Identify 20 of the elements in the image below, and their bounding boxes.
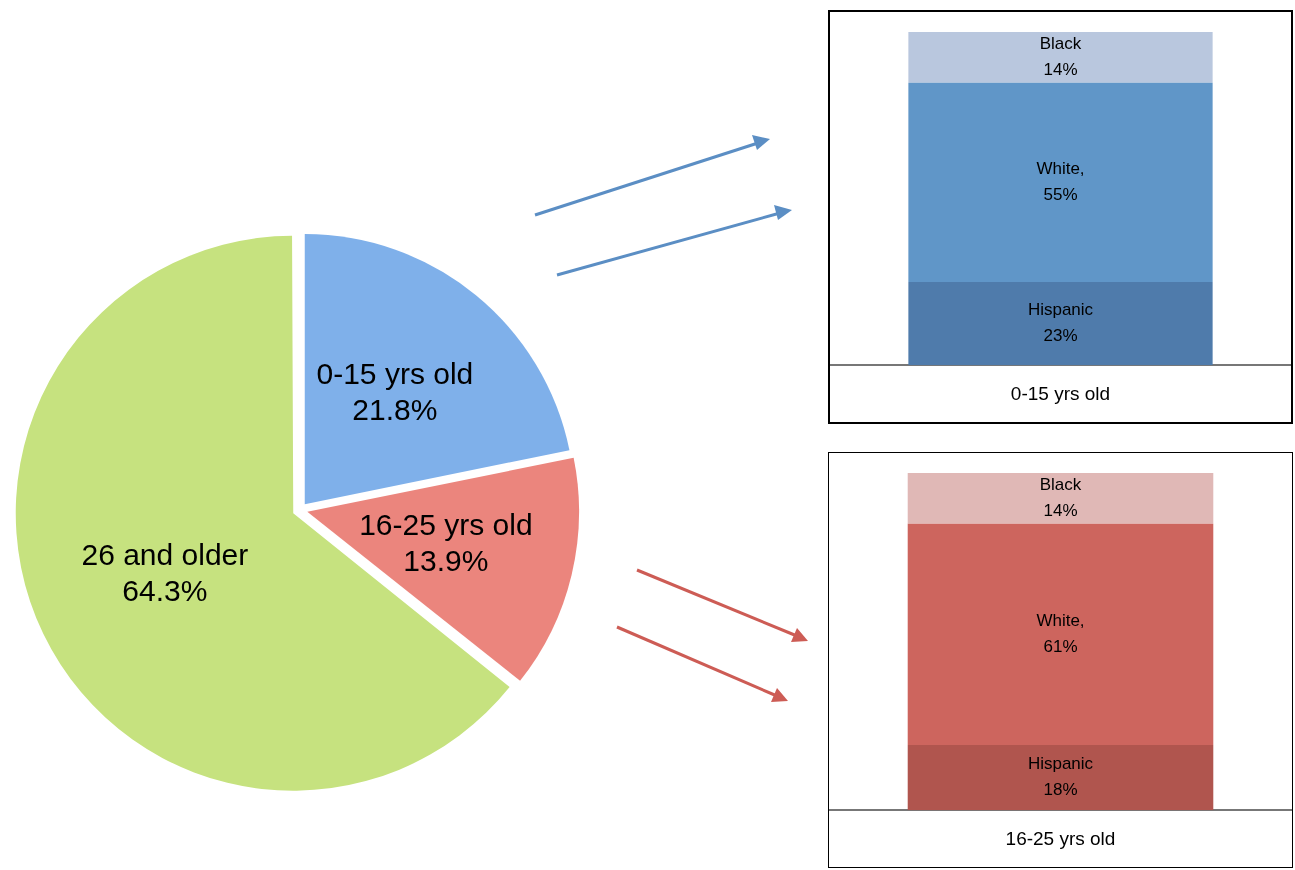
- data-label: 14%: [1043, 60, 1078, 80]
- series-label: Black: [1039, 475, 1082, 495]
- x-axis-title: 16-25 yrs old: [1005, 827, 1116, 849]
- series-label: White,: [1036, 158, 1085, 178]
- series-label: White,: [1036, 611, 1085, 631]
- data-label: 18%: [1043, 780, 1078, 800]
- data-label: 55%: [1043, 184, 1078, 204]
- data-label: 13.9%: [403, 544, 489, 578]
- series-label: Hispanic: [1027, 300, 1094, 320]
- series-label: Black: [1039, 34, 1082, 54]
- x-axis-title: 0-15 yrs old: [1010, 382, 1111, 404]
- data-label: 64.3%: [122, 574, 208, 608]
- slice-label: 26 and older: [81, 538, 249, 572]
- data-label: 14%: [1043, 501, 1078, 521]
- data-label: 21.8%: [352, 393, 438, 427]
- slice-label: 16-25 yrs old: [359, 508, 533, 542]
- data-label: 23%: [1043, 326, 1078, 346]
- slice-label: 0-15 yrs old: [316, 357, 474, 391]
- data-label: 61%: [1043, 637, 1078, 657]
- series-label: Hispanic: [1027, 754, 1094, 774]
